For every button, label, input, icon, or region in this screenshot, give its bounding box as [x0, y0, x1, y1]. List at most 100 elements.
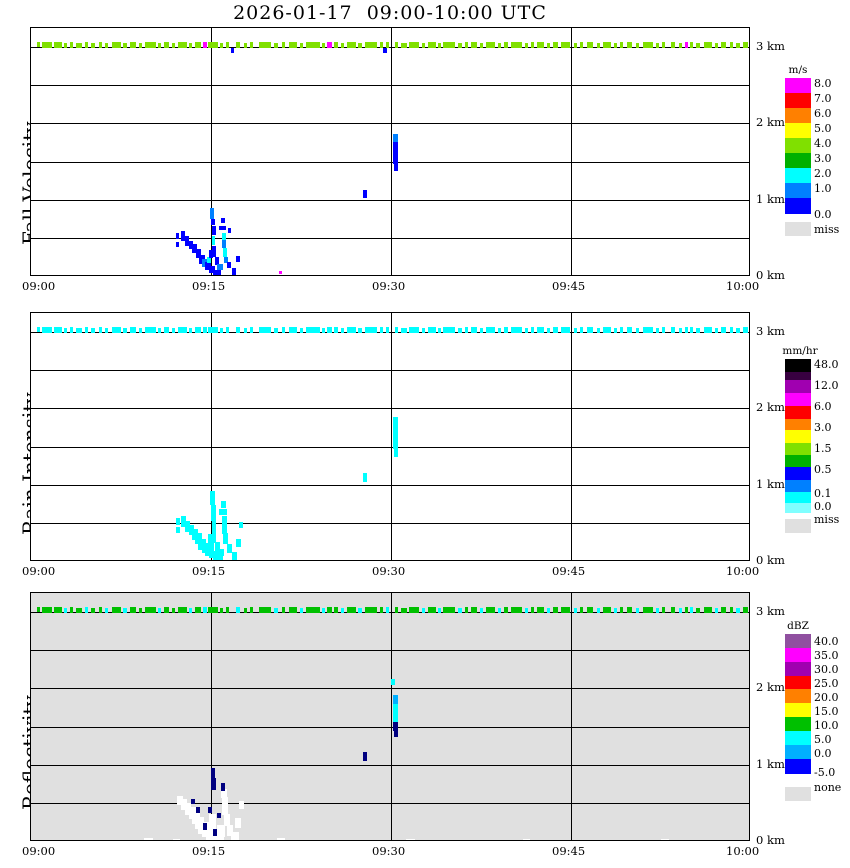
data-cell: [76, 608, 82, 613]
colorbar-2-tick: 3.0: [814, 421, 832, 434]
data-cell: [438, 328, 441, 333]
data-cell: [123, 328, 127, 333]
data-cell: [208, 807, 212, 813]
data-cell: [347, 607, 356, 613]
data-cell: [164, 42, 169, 48]
data-cell: [211, 778, 216, 790]
gridline-v: [391, 313, 392, 560]
data-cell: [704, 607, 712, 613]
data-cell: [443, 42, 455, 48]
data-cell: [662, 327, 665, 333]
data-cell: [614, 328, 617, 333]
data-cell: [189, 608, 192, 613]
gridline-h: [31, 123, 749, 124]
data-cell: [85, 42, 88, 48]
data-cell: [690, 42, 693, 48]
gridline-h: [31, 447, 749, 448]
colorbar-1-swatch: [785, 198, 811, 214]
ytick-3km-panel3: 3 km: [756, 604, 785, 618]
panel-1-plotarea: [31, 28, 749, 275]
data-cell: [322, 608, 325, 613]
data-cell: [208, 327, 218, 333]
colorbar-2-swatch: [785, 372, 811, 380]
data-cell: [736, 608, 740, 613]
data-cell: [603, 42, 611, 48]
data-cell: [537, 607, 544, 613]
data-cell: [504, 327, 508, 333]
data-cell: [250, 42, 253, 48]
colorbar-2-tick: 12.0: [814, 379, 839, 392]
colorbar-1-tick: 7.0: [814, 92, 832, 105]
xtick-0900-panel2: 09:00: [22, 564, 56, 578]
data-cell: [289, 327, 297, 333]
data-cell: [195, 533, 202, 544]
data-cell: [553, 42, 558, 48]
data-cell: [112, 327, 121, 333]
colorbar-1-tick: 1.0: [814, 182, 832, 195]
data-cell: [259, 42, 271, 48]
data-cell: [486, 607, 495, 613]
data-cell: [603, 607, 611, 613]
data-cell: [671, 327, 675, 333]
gridline-h: [31, 408, 749, 409]
data-cell: [172, 328, 175, 333]
data-cell: [206, 832, 219, 840]
data-cell: [347, 327, 356, 333]
colorbar-2-swatch: [785, 419, 811, 430]
data-cell: [223, 248, 227, 257]
data-cell: [341, 43, 344, 48]
data-cell: [212, 521, 216, 543]
data-cell: [721, 42, 726, 48]
data-cell: [99, 607, 102, 613]
data-cell: [236, 42, 240, 48]
panel-2-plotarea: [31, 313, 749, 560]
gridline-v: [571, 28, 572, 275]
colorbar-3-swatch: [785, 676, 811, 689]
ytick-2km-panel1: 2 km: [756, 115, 785, 129]
data-cell: [715, 43, 718, 48]
data-cell: [743, 327, 748, 333]
gridline-h: [31, 765, 749, 766]
data-cell: [205, 262, 211, 270]
data-cell: [42, 607, 52, 613]
data-cell: [438, 608, 441, 613]
data-cell: [217, 825, 225, 837]
data-cell: [341, 608, 344, 613]
colorbar-3-missing-swatch: [785, 787, 811, 801]
data-cell: [123, 608, 127, 613]
data-cell: [406, 839, 415, 840]
data-cell: [422, 328, 425, 333]
data-cell: [574, 328, 577, 333]
data-cell: [341, 328, 344, 333]
data-cell: [277, 838, 285, 840]
colorbar-1-swatch: [785, 123, 811, 138]
data-cell: [690, 607, 693, 613]
data-cell: [511, 327, 522, 333]
data-cell: [195, 327, 201, 333]
data-cell: [656, 43, 659, 48]
colorbar-2-swatch: [785, 480, 811, 492]
data-cell: [636, 608, 639, 613]
colorbar-2-missing-label: miss: [814, 513, 840, 526]
colorbar-3-swatch: [785, 759, 811, 774]
data-cell: [42, 327, 52, 333]
data-cell: [347, 42, 356, 48]
data-cell: [203, 42, 207, 48]
colorbar-3-tick: 30.0: [814, 663, 839, 676]
data-cell: [203, 823, 207, 830]
data-cell: [208, 607, 218, 613]
data-cell: [334, 42, 338, 48]
data-cell: [213, 555, 223, 560]
colorbar-1-swatch: [785, 108, 811, 123]
data-cell: [627, 607, 632, 613]
data-cell: [627, 42, 632, 48]
data-cell: [202, 259, 207, 267]
data-cell: [696, 43, 700, 48]
gridline-h: [31, 162, 749, 163]
data-cell: [178, 327, 187, 333]
data-cell: [224, 257, 228, 263]
data-cell: [327, 327, 332, 333]
colorbar-3-tick: 35.0: [814, 649, 839, 662]
data-cell: [220, 328, 223, 333]
data-cell: [656, 608, 659, 613]
